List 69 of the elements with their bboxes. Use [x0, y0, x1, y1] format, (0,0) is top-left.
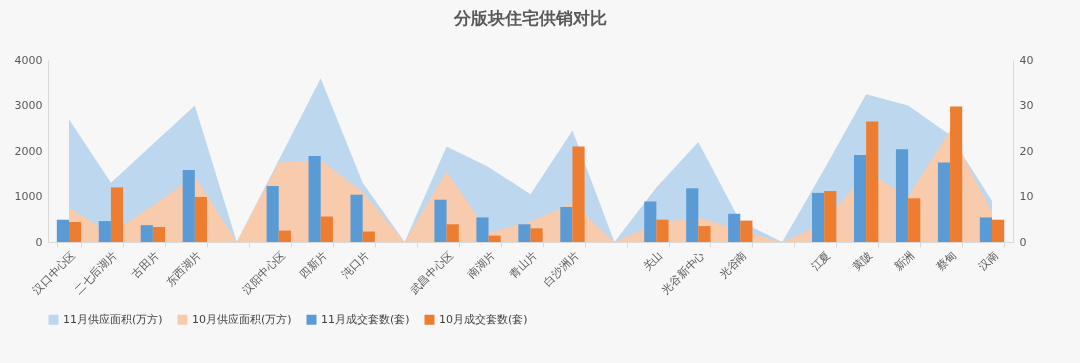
y2-tick-label: 0: [1019, 235, 1027, 249]
y2-tick-label: 40: [1019, 53, 1034, 67]
bar: [824, 191, 837, 242]
x-tick-label: 蔡甸: [934, 248, 960, 274]
bar: [56, 219, 69, 242]
y2-tick-label: 20: [1019, 144, 1034, 158]
x-tick-label: 古田片: [129, 248, 162, 282]
bar: [560, 206, 573, 242]
bar: [908, 198, 921, 242]
y-tick-label: 2000: [14, 144, 43, 158]
x-tick-label: 关山: [640, 248, 666, 274]
bar: [350, 194, 363, 242]
bar: [476, 217, 489, 242]
bar: [446, 224, 459, 242]
x-tick-label: 白沙洲片: [541, 248, 582, 290]
legend-label: 10月成交套数(套): [439, 312, 528, 326]
bar: [362, 231, 375, 242]
bar: [812, 192, 825, 242]
bar: [152, 226, 166, 242]
bar: [518, 224, 531, 242]
bar: [866, 121, 879, 242]
bar: [308, 156, 321, 242]
bar: [937, 162, 951, 242]
bar: [278, 230, 291, 242]
bar: [992, 219, 1005, 242]
bar: [320, 216, 333, 242]
x-tick-label: 江夏: [808, 248, 834, 274]
x-tick-label: 南湖片: [465, 248, 498, 282]
bar: [194, 196, 208, 242]
bar: [728, 213, 741, 242]
bar: [98, 221, 111, 242]
bar: [68, 221, 82, 242]
bar: [266, 186, 279, 242]
bar: [140, 225, 153, 242]
x-tick-label: 汉阳中心区: [239, 248, 288, 297]
bar: [950, 106, 963, 242]
y-tick-label: 3000: [14, 99, 43, 112]
bar: [530, 228, 543, 242]
bar: [110, 187, 124, 242]
y2-tick-label: 30: [1019, 99, 1034, 112]
legend-label: 11月成交套数(套): [321, 312, 410, 326]
bar: [488, 235, 501, 242]
x-tick-label: 光谷南: [716, 248, 750, 282]
y-tick-label: 4000: [14, 53, 43, 67]
bar: [182, 170, 195, 242]
bar: [698, 226, 711, 242]
x-tick-label: 四新片: [297, 248, 330, 282]
legend-label: 10月供应面积(万方): [192, 312, 292, 326]
x-tick-label: 青山片: [506, 248, 540, 282]
bar: [572, 146, 585, 242]
bar: [740, 220, 753, 242]
x-tick-label: 汉南: [976, 248, 1002, 274]
y-tick-label: 0: [35, 235, 43, 249]
x-tick-label: 黄陂: [850, 248, 876, 274]
chart-title: 分版块住宅供销对比: [453, 8, 607, 28]
bar: [434, 199, 447, 242]
bar: [895, 149, 909, 242]
x-tick-label: 新洲: [892, 248, 918, 274]
bar: [979, 217, 993, 242]
y-tick-label: 1000: [14, 190, 43, 203]
x-tick-label: 东西湖片: [163, 248, 204, 290]
bar: [853, 155, 867, 242]
y2-tick-label: 10: [1019, 190, 1034, 203]
bar: [644, 201, 657, 242]
x-tick-label: 武昌中心区: [407, 248, 456, 297]
bar: [656, 219, 669, 242]
x-tick-label: 沌口片: [339, 248, 372, 282]
legend-label: 11月供应面积(万方): [63, 312, 163, 326]
bar: [686, 188, 699, 242]
